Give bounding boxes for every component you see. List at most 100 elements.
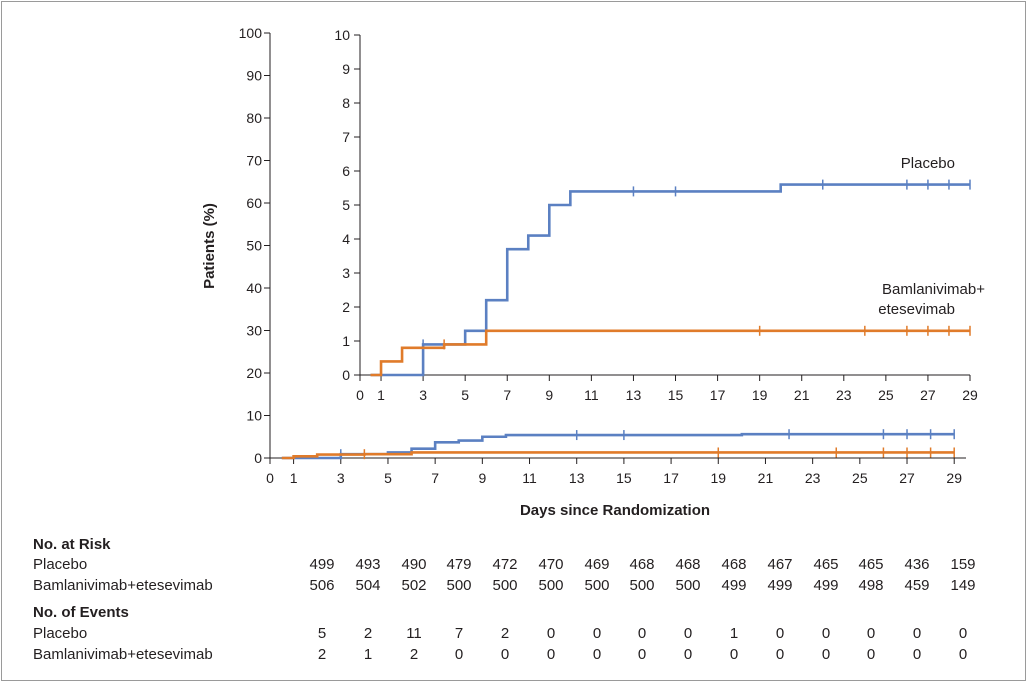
inset-x-tick-label: 15: [668, 387, 684, 403]
events-placebo-cell: 0: [638, 625, 646, 642]
events-bamlanivimab-cell: 0: [593, 646, 601, 663]
main-y-tick-label: 50: [246, 238, 262, 254]
events-bamlanivimab-cell: 0: [776, 646, 784, 663]
at-risk-placebo-cell: 493: [355, 556, 380, 573]
events-bamlanivimab-cell: 0: [822, 646, 830, 663]
at-risk-bamlanivimab-label: Bamlanivimab+etesevimab: [33, 577, 213, 594]
main-x-tick-label: 15: [616, 470, 632, 486]
events-bamlanivimab-cell: 0: [684, 646, 692, 663]
at-risk-bamlanivimab-cell: 499: [721, 577, 746, 594]
at-risk-bamlanivimab-cell: 504: [355, 577, 380, 594]
at-risk-bamlanivimab-cell: 506: [309, 577, 334, 594]
at-risk-bamlanivimab-cell: 498: [858, 577, 883, 594]
events-heading: No. of Events: [33, 604, 129, 621]
events-bamlanivimab-cell: 0: [455, 646, 463, 663]
events-placebo-cell: 0: [959, 625, 967, 642]
at-risk-placebo-cell: 499: [309, 556, 334, 573]
events-placebo-cell: 0: [547, 625, 555, 642]
main-x-tick-label: 11: [522, 470, 537, 486]
main-x-tick-label: 3: [337, 470, 345, 486]
at-risk-placebo-cell: 468: [675, 556, 700, 573]
main-y-tick-label: 0: [254, 450, 262, 466]
at-risk-placebo-label: Placebo: [33, 556, 87, 573]
events-bamlanivimab-cell: 0: [913, 646, 921, 663]
main-series: [281, 429, 955, 460]
main-x-tick-label: 21: [758, 470, 774, 486]
events-placebo-cell: 0: [913, 625, 921, 642]
at-risk-placebo-cell: 490: [401, 556, 426, 573]
inset-x-tick-label: 7: [503, 387, 511, 403]
main-y-tick-label: 100: [239, 25, 263, 41]
legend-placebo: Placebo: [901, 155, 955, 172]
inset-line-bamlanivimab-etesevimab: [370, 329, 970, 377]
inset-x-tick-label: 25: [878, 387, 894, 403]
events-bamlanivimab-label: Bamlanivimab+etesevimab: [33, 646, 213, 663]
at-risk-heading: No. at Risk: [33, 536, 111, 553]
at-risk-bamlanivimab-cell: 499: [767, 577, 792, 594]
main-y-ticks: 0 10 20 30 40 50 60 70 80 90 100: [239, 25, 270, 466]
events-bamlanivimab-cell: 2: [318, 646, 326, 663]
main-x-tick-label: 23: [805, 470, 821, 486]
at-risk-bamlanivimab-cell: 500: [538, 577, 563, 594]
events-placebo-cell: 11: [406, 625, 422, 642]
at-risk-placebo-cell: 465: [813, 556, 838, 573]
inset-x-tick-label: 17: [710, 387, 726, 403]
inset-line-placebo: [370, 183, 970, 377]
inset-y-tick-label: 1: [342, 333, 350, 349]
inset-y-tick-label: 7: [342, 129, 350, 145]
events-bamlanivimab-cell: 2: [410, 646, 418, 663]
at-risk-bamlanivimab-cell: 500: [446, 577, 471, 594]
main-x-tick-label: 13: [569, 470, 585, 486]
events-placebo-cell: 2: [364, 625, 372, 642]
inset-x-tick-label: 11: [584, 387, 599, 403]
inset-x-tick-label: 0: [356, 387, 364, 403]
inset-x-tick-label: 27: [920, 387, 936, 403]
main-y-tick-label: 20: [246, 365, 262, 381]
inset-x-tick-label: 29: [962, 387, 978, 403]
events-bamlanivimab-cell: 0: [638, 646, 646, 663]
main-x-tick-label: 17: [663, 470, 679, 486]
at-risk-bamlanivimab-cell: 459: [904, 577, 929, 594]
at-risk-bamlanivimab-cell: 500: [492, 577, 517, 594]
main-y-tick-label: 80: [246, 110, 262, 126]
main-line-bamlanivimab-etesevimab: [281, 451, 955, 460]
events-bamlanivimab-cell: 0: [547, 646, 555, 663]
events-placebo-cell: 0: [593, 625, 601, 642]
table-rows: Placebo 499 493 490 479 472 470 469 468 468 468 467…: [33, 556, 976, 663]
at-risk-placebo-cell: 159: [950, 556, 975, 573]
inset-x-tick-label: 1: [377, 387, 385, 403]
inset-y-tick-label: 3: [342, 265, 350, 281]
inset-y-tick-label: 10: [334, 27, 350, 43]
inset-x-tick-label: 5: [461, 387, 469, 403]
main-x-tick-label: 27: [899, 470, 915, 486]
main-x-tick-label: 7: [431, 470, 439, 486]
events-bamlanivimab-cell: 0: [730, 646, 738, 663]
main-x-tick-label: 25: [852, 470, 868, 486]
at-risk-placebo-cell: 436: [904, 556, 929, 573]
events-placebo-cell: 5: [318, 625, 326, 642]
y-axis-label: Patients (%): [201, 203, 218, 289]
main-y-tick-label: 30: [246, 323, 262, 339]
legend-bam-line1: Bamlanivimab+: [882, 281, 985, 298]
events-bamlanivimab-cell: 1: [364, 646, 372, 663]
at-risk-bamlanivimab-cell: 500: [584, 577, 609, 594]
at-risk-placebo-cell: 472: [492, 556, 517, 573]
main-x-tick-label: 9: [478, 470, 486, 486]
main-y-tick-label: 60: [246, 195, 262, 211]
events-placebo-cell: 7: [455, 625, 463, 642]
main-y-tick-label: 90: [246, 68, 262, 84]
inset-axes: [359, 35, 970, 376]
main-x-tick-label: 19: [710, 470, 726, 486]
main-y-tick-label: 10: [246, 408, 262, 424]
at-risk-bamlanivimab-cell: 149: [950, 577, 975, 594]
main-y-tick-label: 40: [246, 280, 262, 296]
inset-x-tick-label: 19: [752, 387, 768, 403]
events-placebo-cell: 0: [776, 625, 784, 642]
main-x-ticks: 0 1 3 5 7 9 11 13 15 17 19 21 23 25 27 29: [266, 458, 962, 486]
inset-x-tick-label: 3: [419, 387, 427, 403]
inset-y-tick-label: 4: [342, 231, 350, 247]
at-risk-placebo-cell: 468: [721, 556, 746, 573]
main-y-tick-label: 70: [246, 153, 262, 169]
